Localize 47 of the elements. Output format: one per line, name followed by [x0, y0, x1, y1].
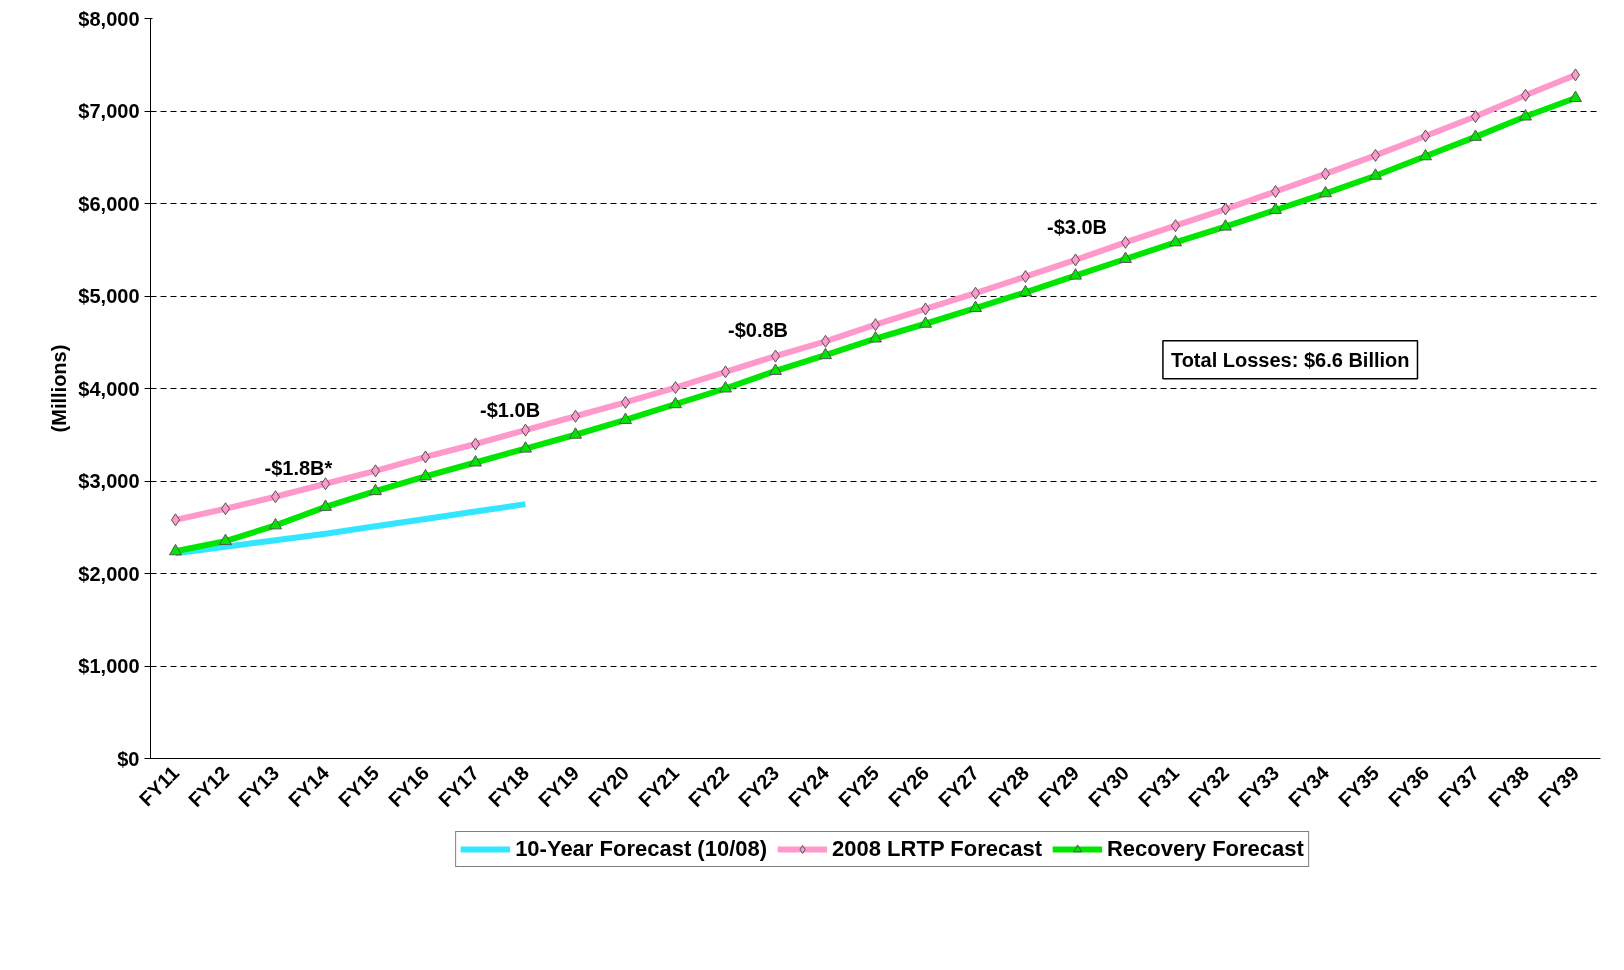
- y-tick-label: $2,000: [78, 562, 140, 585]
- point: [619, 412, 632, 424]
- point: [1419, 148, 1432, 161]
- point: [469, 455, 482, 467]
- point: [919, 316, 932, 328]
- y-tick-label: $4,000: [78, 377, 140, 400]
- y-axis-title: (Millions): [48, 344, 71, 433]
- y-tick-label: $1,000: [78, 655, 140, 677]
- point: [269, 517, 282, 530]
- point: [1019, 284, 1032, 297]
- annotation: -$1.8B*: [264, 457, 333, 480]
- legend-label: 2008 LRTP Forecast: [832, 836, 1042, 862]
- point: [219, 533, 232, 546]
- point: [1119, 251, 1132, 263]
- point: [319, 499, 332, 511]
- annotation: -$3.0B: [1047, 216, 1108, 239]
- y-tick-label: $0: [117, 747, 140, 770]
- point: [1369, 168, 1382, 180]
- point: [819, 347, 832, 360]
- y-tick-label: $3,000: [78, 470, 140, 492]
- point: [1219, 219, 1232, 231]
- legend-label: Recovery Forecast: [1106, 836, 1304, 862]
- annotation: Total Losses: $6.6 Billion: [1170, 348, 1410, 371]
- y-tick-label: $8,000: [78, 7, 140, 30]
- point: [1469, 129, 1482, 141]
- point: [669, 396, 682, 409]
- y-tick-label: $7,000: [78, 100, 140, 122]
- legend-label: 10-Year Forecast (10/08): [515, 836, 768, 862]
- point: [519, 441, 532, 453]
- point: [1519, 109, 1532, 121]
- point: [569, 427, 582, 439]
- point: [969, 300, 982, 312]
- point: [719, 381, 732, 393]
- annotation: -$0.8B: [728, 319, 789, 342]
- y-tick-label: $6,000: [78, 192, 140, 215]
- point: [1169, 234, 1182, 247]
- annotation: -$1.0B: [480, 398, 541, 421]
- point: [1069, 268, 1082, 280]
- y-tick-label: $5,000: [78, 285, 140, 307]
- point: [1569, 90, 1582, 103]
- point: [169, 543, 182, 556]
- point: [869, 331, 882, 343]
- point: [1269, 202, 1282, 214]
- point: [419, 468, 432, 481]
- point: [369, 483, 382, 496]
- point: [1319, 185, 1332, 198]
- point: [769, 363, 782, 375]
